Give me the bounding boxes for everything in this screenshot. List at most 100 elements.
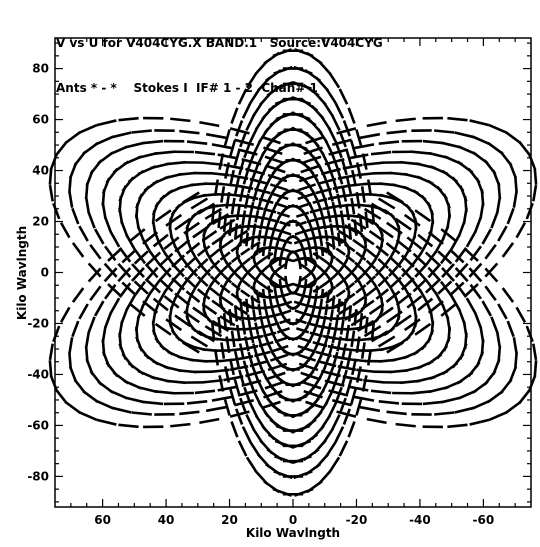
uv-point	[192, 225, 209, 239]
uv-point	[266, 164, 286, 174]
uv-point	[342, 120, 351, 137]
uv-point	[481, 228, 493, 245]
uv-point	[141, 237, 152, 253]
uv-point	[84, 331, 91, 349]
uv-point	[219, 358, 237, 363]
uv-point	[463, 247, 479, 262]
uv-point	[351, 169, 358, 187]
uv-point	[78, 123, 98, 135]
uv-point	[109, 297, 121, 314]
uv-point	[208, 286, 221, 297]
uv-point	[241, 102, 252, 119]
uv-point	[403, 318, 421, 332]
uv-point	[449, 281, 465, 296]
uv-point	[414, 209, 432, 223]
uv-point	[131, 263, 145, 279]
uv-point	[312, 252, 321, 259]
uv-point	[450, 294, 461, 311]
uv-point	[234, 229, 249, 240]
uv-point	[249, 205, 264, 211]
uv-point	[259, 164, 269, 179]
uv-point	[441, 263, 455, 279]
uv-point	[250, 296, 261, 305]
uv-point	[334, 426, 345, 443]
uv-point	[286, 291, 293, 297]
uv-point	[268, 260, 276, 267]
uv-point	[434, 129, 455, 134]
uv-point	[186, 400, 208, 405]
y-tick-label: -60	[27, 418, 49, 432]
uv-point	[312, 341, 328, 348]
uv-point	[269, 183, 288, 192]
uv-point	[263, 207, 277, 214]
uv-point	[294, 309, 305, 315]
uv-point	[411, 252, 422, 267]
uv-point	[252, 138, 262, 156]
uv-point	[249, 87, 261, 104]
uv-point	[303, 312, 314, 318]
uv-point	[237, 203, 251, 208]
uv-point	[328, 214, 341, 219]
uv-point	[111, 131, 132, 139]
uv-point	[158, 267, 172, 281]
uv-point	[465, 297, 477, 314]
uv-point	[488, 123, 508, 135]
uv-point	[190, 358, 207, 363]
uv-point	[363, 378, 384, 384]
uv-point	[154, 390, 175, 395]
uv-point	[154, 322, 172, 336]
uv-point	[318, 360, 337, 368]
uv-point	[424, 279, 440, 294]
uv-point	[229, 173, 249, 180]
uv-point	[269, 301, 274, 310]
uv-point	[257, 304, 262, 316]
uv-point	[336, 360, 344, 377]
uv-point	[179, 129, 200, 135]
uv-point	[412, 252, 428, 267]
uv-point	[350, 315, 367, 327]
uv-point	[403, 244, 413, 258]
uv-point	[334, 216, 340, 231]
uv-point	[325, 87, 337, 104]
uv-point	[248, 126, 259, 144]
uv-point	[95, 399, 114, 410]
uv-point	[300, 302, 310, 308]
uv-point	[254, 114, 267, 131]
uv-point	[317, 215, 330, 221]
uv-point	[174, 238, 191, 253]
uv-point	[339, 319, 345, 335]
uv-point	[495, 196, 502, 214]
uv-point	[250, 240, 261, 249]
uv-point	[228, 358, 235, 376]
uv-point	[377, 275, 390, 287]
uv-point	[463, 283, 479, 298]
uv-point	[352, 296, 366, 307]
uv-point	[469, 245, 483, 262]
uv-point	[241, 158, 262, 166]
uv-point	[295, 220, 307, 227]
uv-point	[235, 408, 244, 425]
uv-point	[254, 316, 265, 320]
uv-point	[394, 314, 412, 328]
uv-point	[89, 285, 102, 302]
uv-point	[165, 213, 183, 227]
uv-point	[401, 264, 413, 278]
uv-point	[109, 231, 121, 248]
uv-point	[366, 349, 373, 366]
uv-point	[293, 248, 300, 254]
uv-point	[96, 119, 117, 127]
uv-point	[196, 275, 209, 287]
uv-point	[315, 453, 330, 469]
uv-point	[240, 247, 251, 256]
uv-point	[230, 107, 239, 124]
uv-point	[353, 274, 364, 284]
uv-point	[249, 441, 261, 458]
uv-point	[449, 249, 465, 264]
uv-point	[315, 187, 332, 195]
uv-point	[386, 310, 403, 324]
uv-point	[484, 285, 497, 302]
uv-point	[308, 249, 313, 257]
uv-point	[335, 203, 349, 208]
uv-point	[197, 202, 216, 215]
uv-point	[344, 203, 351, 221]
